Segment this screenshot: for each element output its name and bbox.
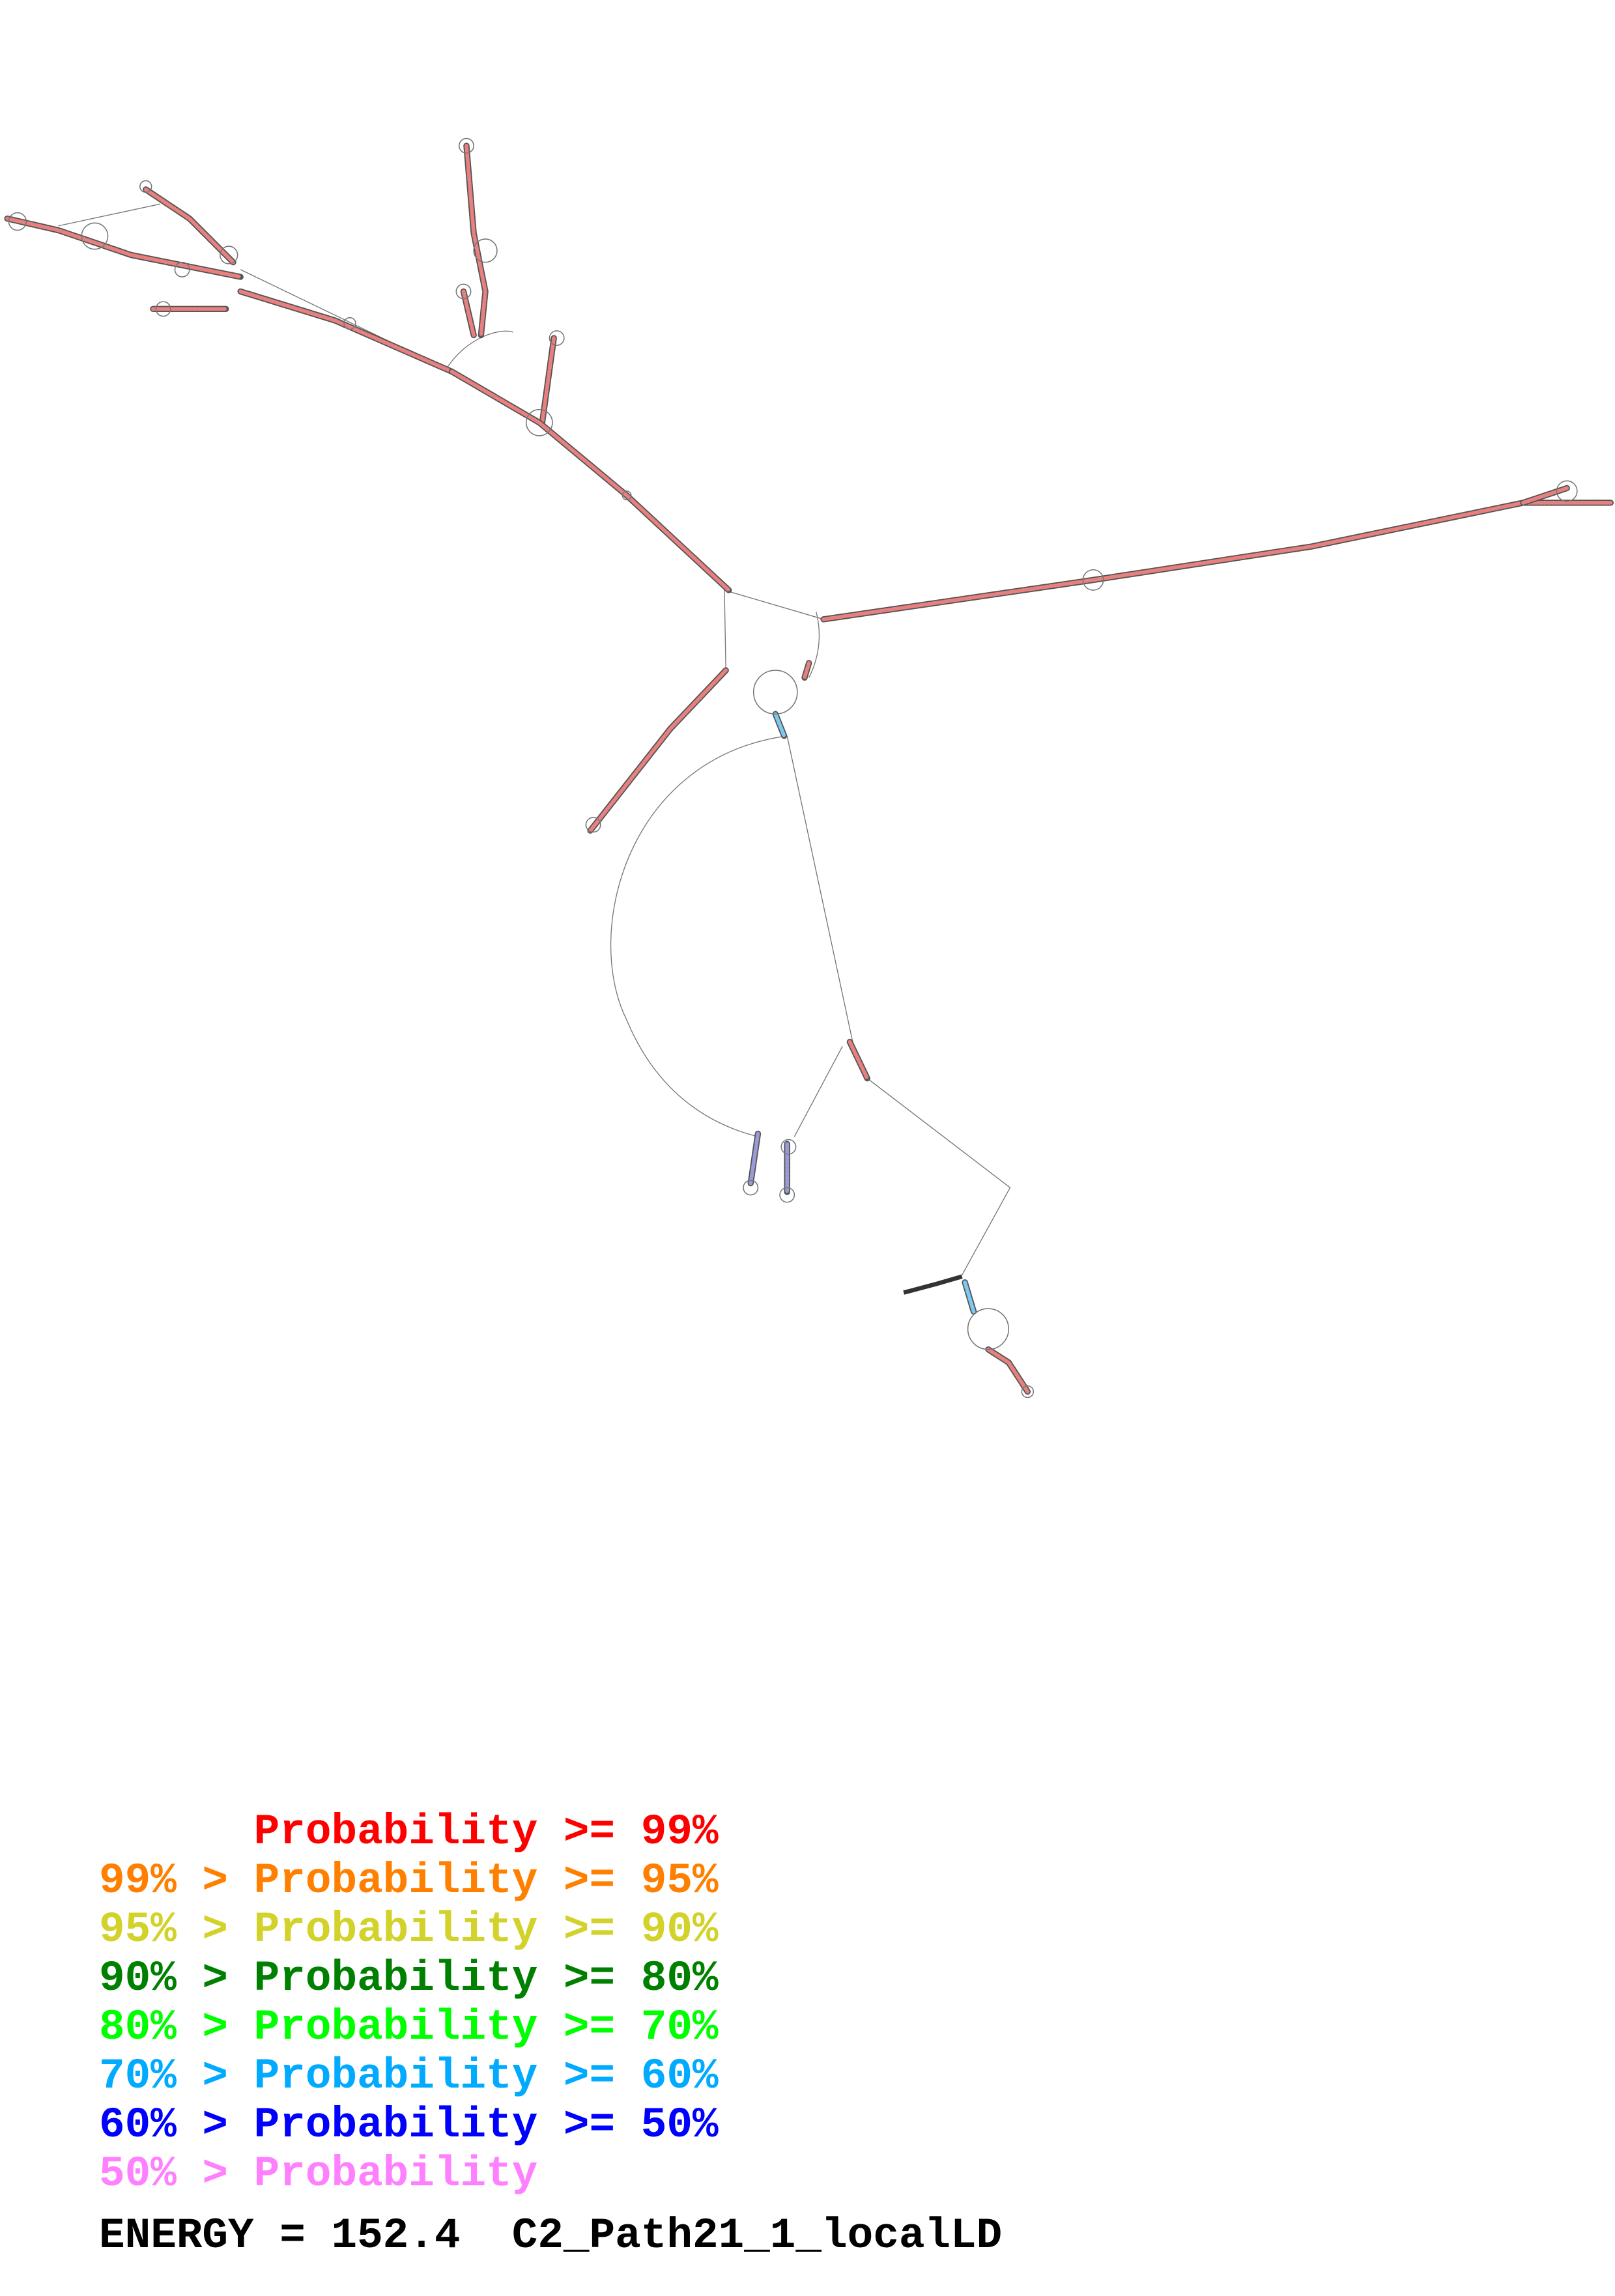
backbone-drop (724, 590, 726, 671)
helix-stem-bases (461, 289, 476, 337)
legend-label: 99% > Probability >= 95% (99, 1856, 719, 1905)
hairpin-loop (220, 246, 238, 264)
helix-stems (4, 143, 1614, 1395)
legend-row-below-50: 50% > Probability (99, 2149, 537, 2198)
hairpin-loop (473, 238, 498, 263)
hairpin-loop (585, 817, 601, 833)
probability-legend: Probability >= 99% 99% > Probability >= … (99, 1807, 1002, 2296)
legend-label: 95% > Probability >= 90% (99, 1905, 719, 1954)
helix-stem-bases (238, 289, 454, 374)
helix-stem-bases (5, 216, 243, 279)
footer-spacer (461, 2211, 512, 2260)
hairpin-loop (1556, 480, 1578, 502)
legend-label: 60% > Probability >= 50% (99, 2101, 719, 2149)
helix-stem-bases (1521, 486, 1569, 505)
helix-stem-bases (773, 712, 786, 738)
backbone-small (58, 203, 161, 227)
hairpin-loop (743, 1180, 759, 1196)
helix-stem-bases (450, 369, 731, 592)
helix-stem-bases (588, 668, 728, 833)
legend-row-50: 60% > Probability >= 50% (99, 2101, 719, 2149)
energy-value: ENERGY = 152.4 (99, 2211, 461, 2260)
backbone-big-arc (610, 735, 788, 1137)
energy-footer: ENERGY = 152.4 C2_Path21_1_localLD (99, 2211, 1002, 2260)
hairpin-loop (525, 408, 553, 436)
hairpin-loop (139, 180, 152, 193)
helix-stem-bases (822, 500, 1613, 621)
legend-indent (99, 1807, 254, 1856)
hairpin-loop (343, 317, 356, 330)
hairpin-loop (779, 1187, 795, 1203)
hairpin-loop (549, 330, 565, 347)
legend-row-90: 95% > Probability >= 90% (99, 1905, 719, 1954)
hairpin-loop (458, 137, 474, 154)
backbone-link (793, 1046, 843, 1137)
legend-row-70: 80% > Probability >= 70% (99, 2003, 719, 2052)
hairpin-loop (780, 1139, 797, 1155)
hairpin-loop (622, 490, 632, 501)
legend-label: 90% > Probability >= 80% (99, 1954, 719, 2003)
hairpin-loop (455, 283, 472, 300)
helix-stem-outline (448, 368, 732, 593)
helix-stem-bases (963, 1280, 976, 1314)
hairpin-loop (81, 222, 109, 250)
legend-label: 80% > Probability >= 70% (99, 2003, 719, 2052)
backbone-junction-center (724, 589, 824, 620)
helix-stem-bases (848, 1040, 870, 1081)
hairpin-loops (8, 137, 1578, 1398)
hairpin-loop (1082, 569, 1104, 591)
helix-stem-bases (464, 143, 487, 337)
helix-stem-bases (749, 1131, 760, 1185)
helix-stem-bases (803, 661, 811, 680)
helix-stem-bases (540, 336, 556, 425)
backbone-lines (58, 203, 1011, 1275)
hairpin-loop (155, 301, 171, 317)
backbone-tail (866, 1078, 1011, 1275)
hairpin-loop (967, 1308, 1010, 1350)
legend-row-60: 70% > Probability >= 60% (99, 2052, 719, 2101)
legend-row-99: Probability >= 99% (99, 1807, 719, 1856)
legend-row-80: 90% > Probability >= 80% (99, 1954, 719, 2003)
hairpin-loop (752, 670, 798, 715)
legend-label: 70% > Probability >= 60% (99, 2052, 719, 2101)
helix-stem-bases (986, 1347, 1030, 1394)
legend-label: Probability >= 99% (253, 1807, 719, 1856)
hairpin-loop (8, 212, 27, 231)
hairpin-loop (174, 261, 190, 277)
unpaired-arc-dark (903, 1274, 963, 1295)
hairpin-loop (1021, 1385, 1035, 1398)
backbone-arc-right (808, 612, 820, 678)
helix-stem-bases (143, 187, 235, 264)
legend-row-95: 99% > Probability >= 95% (99, 1856, 719, 1905)
backbone-long-line (786, 735, 853, 1042)
legend-label: 50% > Probability (99, 2149, 538, 2198)
structure-name: C2_Path21_1_localLD (511, 2211, 1003, 2260)
